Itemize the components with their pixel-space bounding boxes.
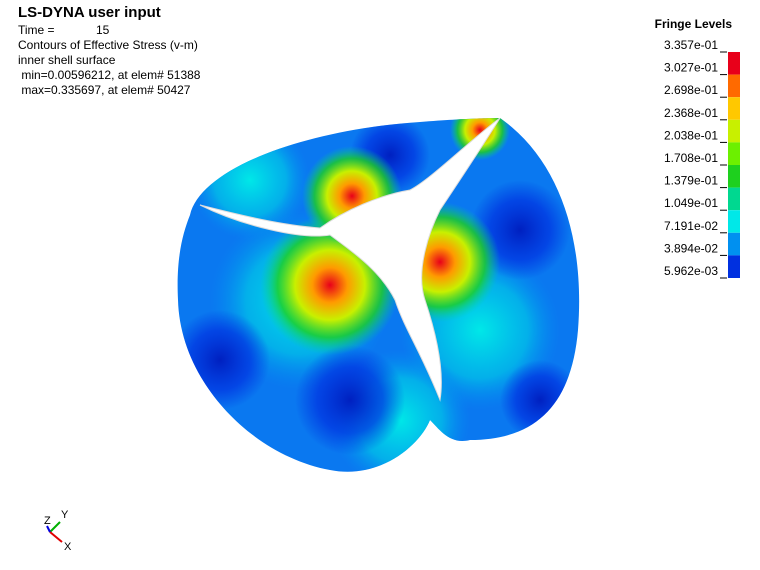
legend-level: 3.894e-02 <box>664 241 718 255</box>
legend-level: 2.038e-01 <box>664 128 718 142</box>
surface-label: inner shell surface <box>18 53 116 67</box>
legend-swatch <box>728 97 740 120</box>
legend-level: 1.708e-01 <box>664 151 718 165</box>
legend-level: 7.191e-02 <box>664 219 718 233</box>
contour-label: Contours of Effective Stress (v-m) <box>18 38 198 52</box>
time-label: Time = <box>18 23 55 37</box>
legend-swatch <box>728 232 740 256</box>
legend-title: Fringe Levels <box>655 17 733 31</box>
legend-swatch <box>728 74 740 98</box>
title: LS-DYNA user input <box>18 4 161 21</box>
legend-swatch <box>728 255 740 278</box>
legend-swatch <box>728 187 740 211</box>
legend-swatch <box>728 165 740 188</box>
legend-level: 1.379e-01 <box>664 174 718 188</box>
time-value: 15 <box>96 23 110 37</box>
legend-swatch <box>728 52 740 75</box>
triad-z: Z <box>44 515 51 527</box>
legend-level: 2.698e-01 <box>664 83 718 97</box>
legend-swatch <box>728 142 740 165</box>
legend-level: 2.368e-01 <box>664 106 718 120</box>
legend-level: 5.962e-03 <box>664 264 718 278</box>
min-label: min=0.00596212, at elem# 51388 <box>18 68 201 82</box>
legend-level: 3.357e-01 <box>664 38 718 52</box>
stress-model <box>177 118 580 472</box>
legend-level: 1.049e-01 <box>664 196 718 210</box>
axis-triad: Z Y X <box>44 509 72 553</box>
triad-x: X <box>64 541 72 553</box>
legend-level: 3.027e-01 <box>664 61 718 75</box>
fringe-legend: 3.357e-01 3.027e-01 2.698e-01 2.368e-01 2.03… <box>664 38 740 279</box>
triad-y: Y <box>61 509 69 521</box>
max-label: max=0.335697, at elem# 50427 <box>18 83 191 97</box>
legend-swatch <box>728 210 740 233</box>
legend-swatch <box>728 119 740 143</box>
